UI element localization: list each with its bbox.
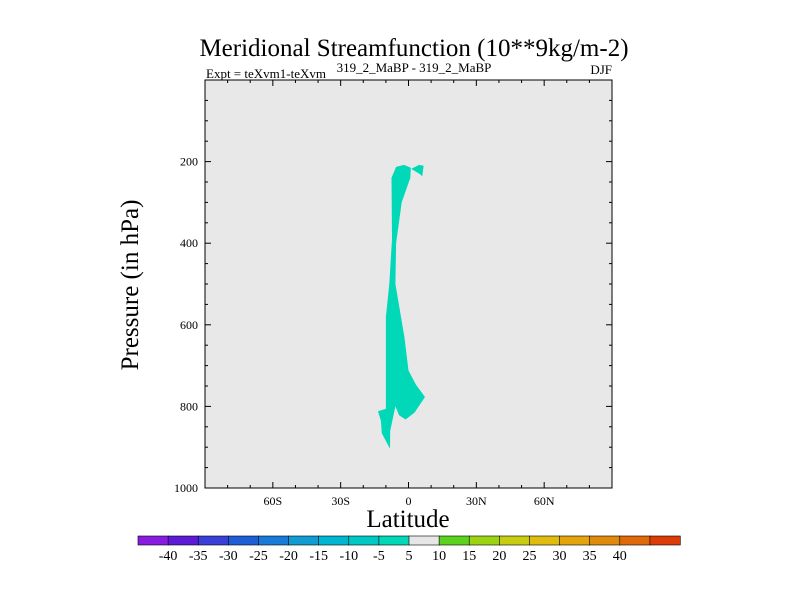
- case-label: 319_2_MaBP - 319_2_MaBP: [337, 60, 492, 75]
- colorbar-label: -40: [159, 549, 178, 564]
- colorbar-swatch: [529, 535, 561, 546]
- colorbar-swatch: [318, 535, 350, 546]
- colorbar-label: 5: [406, 549, 413, 564]
- colorbar-swatch: [288, 535, 320, 546]
- colorbar-label: -30: [219, 549, 238, 564]
- plot-area: [205, 80, 612, 488]
- x-tick-label: 60S: [263, 494, 282, 508]
- season-label: DJF: [590, 62, 612, 77]
- colorbar-swatch: [468, 535, 500, 546]
- y-tick-label: 800: [180, 399, 198, 413]
- experiment-label: Expt = teXvm1-teXvm: [206, 66, 326, 81]
- colorbar-swatch: [649, 535, 681, 546]
- x-tick-label: 60N: [534, 494, 555, 508]
- chart-title: Meridional Streamfunction (10**9kg/m-2): [199, 35, 628, 62]
- x-axis-label: Latitude: [366, 506, 449, 533]
- filled-regions: [378, 164, 425, 449]
- y-tick-label: 200: [180, 155, 198, 169]
- colorbar-label: -20: [279, 549, 298, 564]
- colorbar-swatch: [619, 535, 651, 546]
- colorbar-swatch: [258, 535, 290, 546]
- colorbar-label: -35: [189, 549, 208, 564]
- colorbar-swatch: [559, 535, 591, 546]
- colorbar-swatch: [378, 535, 410, 546]
- x-tick-label: 30S: [331, 494, 350, 508]
- y-tick-label: 600: [180, 318, 198, 332]
- colorbar-label: 35: [583, 549, 597, 564]
- region-main-cell: [378, 164, 425, 449]
- colorbar-swatch: [408, 535, 440, 546]
- colorbar-label: 40: [613, 549, 627, 564]
- colorbar-swatch: [589, 535, 621, 546]
- colorbar-swatch: [438, 535, 470, 546]
- colorbar-label: 15: [462, 549, 476, 564]
- y-axis-label: Pressure (in hPa): [117, 200, 144, 371]
- colorbar-label: -10: [339, 549, 358, 564]
- y-tick-label: 400: [180, 236, 198, 250]
- colorbar: -40 -35 -30 -25 -20 -15 -10 -5 5 10 15 20 25 30 35 40: [137, 535, 681, 564]
- colorbar-label: 10: [432, 549, 446, 564]
- colorbar-swatch: [228, 535, 260, 546]
- x-tick-label: 30N: [466, 494, 487, 508]
- colorbar-label: 20: [492, 549, 506, 564]
- colorbar-label: -25: [249, 549, 268, 564]
- colorbar-swatch: [499, 535, 531, 546]
- colorbar-swatch: [348, 535, 380, 546]
- colorbar-label: 25: [522, 549, 536, 564]
- colorbar-swatch: [137, 535, 169, 546]
- y-tick-label: 1000: [174, 481, 198, 495]
- axis-ticks: 60S 30S 0 30N 60N 200 400 600 800 1000: [174, 80, 612, 508]
- colorbar-swatch: [167, 535, 199, 546]
- region-upper-blob: [411, 164, 424, 177]
- colorbar-label: 30: [553, 549, 567, 564]
- colorbar-label: -5: [373, 549, 385, 564]
- colorbar-swatch: [197, 535, 229, 546]
- x-tick-label: 0: [406, 494, 412, 508]
- colorbar-label: -15: [309, 549, 328, 564]
